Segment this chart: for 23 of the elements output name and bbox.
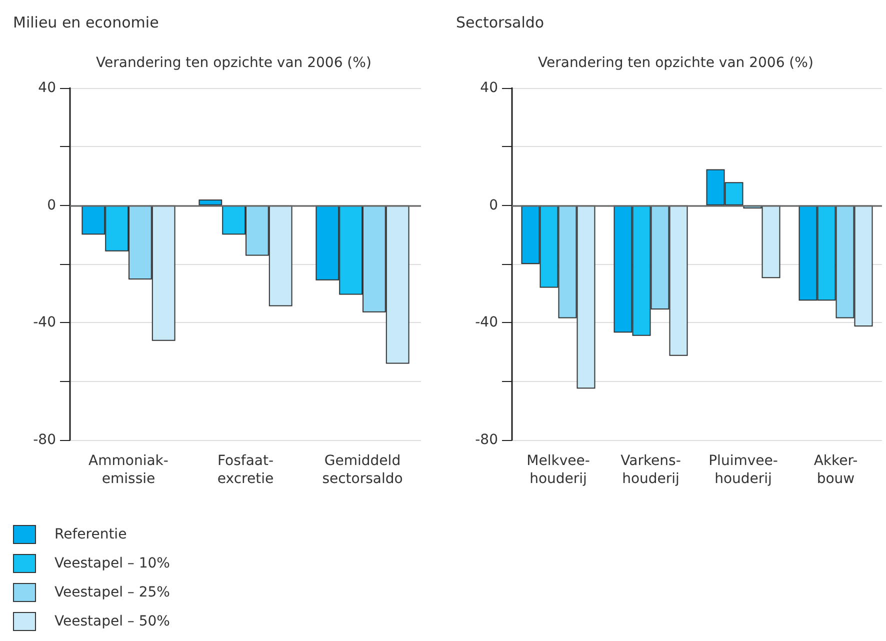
y-tick-label: 40: [38, 80, 56, 96]
x-tick-label: Ammoniak- emissie: [88, 453, 168, 487]
y-axis-title: Verandering ten opzichte van 2006 (%): [538, 55, 814, 71]
legend-label: Veestapel – 25%: [54, 584, 170, 600]
y-tick-label: -80: [475, 432, 498, 448]
y-tick-label: -80: [33, 432, 56, 448]
chart-title: Milieu en economie: [13, 14, 159, 32]
y-tick-label: 0: [489, 197, 498, 214]
chart-title: Sectorsaldo: [456, 14, 544, 32]
legend-label: Referentie: [54, 526, 127, 542]
x-tick-label: Gemiddeld sectorsaldo: [322, 453, 403, 487]
legend-label: Veestapel – 50%: [54, 614, 170, 630]
x-tick-label: Pluimvee- houderij: [708, 453, 778, 487]
x-tick-label: Melkvee- houderij: [526, 453, 590, 487]
y-tick-label: -40: [33, 314, 56, 331]
y-tick-label: 40: [480, 80, 498, 96]
y-tick-label: 0: [47, 197, 56, 214]
legend-label: Veestapel – 10%: [54, 556, 170, 572]
y-tick-label: -40: [475, 314, 498, 331]
x-tick-label: Fosfaat- excretie: [217, 453, 274, 487]
y-axis-title: Verandering ten opzichte van 2006 (%): [96, 55, 372, 71]
x-tick-label: Varkens- houderij: [620, 453, 681, 487]
x-tick-label: Akker- bouw: [814, 453, 858, 487]
